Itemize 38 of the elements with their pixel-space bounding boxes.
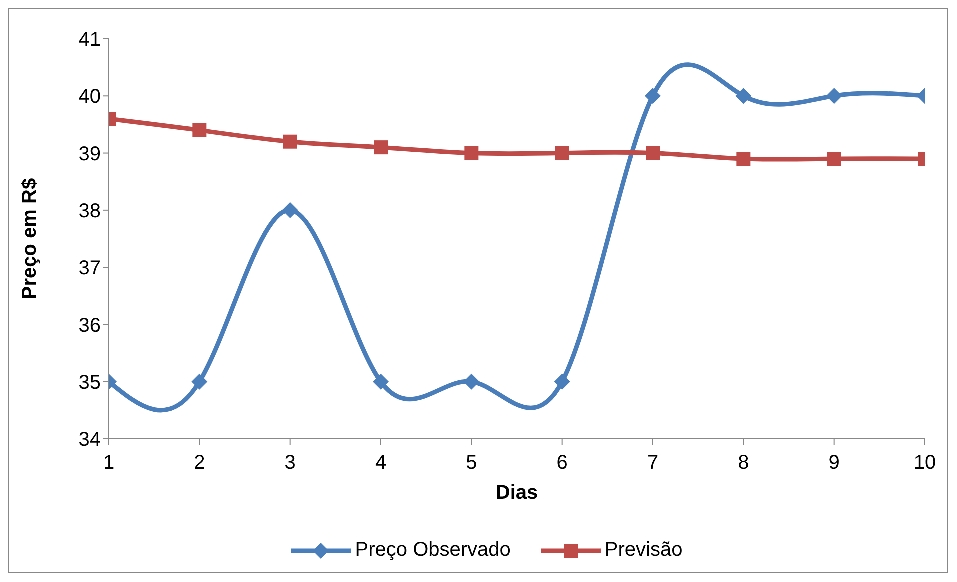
point (554, 374, 570, 390)
point (646, 146, 660, 160)
x-tick-label: 9 (828, 452, 840, 474)
x-tick-label: 10 (914, 452, 936, 474)
y-tick-label: 38 (78, 200, 101, 223)
y-tick-label: 36 (78, 314, 101, 337)
x-tick-label: 2 (194, 452, 206, 474)
x-tick-label: 6 (556, 452, 568, 474)
point (374, 140, 388, 155)
legend-label: Previsão (604, 539, 683, 562)
x-tick-label: 7 (647, 452, 659, 474)
y-tick-label: 37 (78, 258, 101, 280)
point (827, 152, 842, 166)
point (192, 374, 208, 390)
point (555, 146, 570, 160)
point (192, 123, 207, 138)
x-tick-label: 8 (738, 452, 750, 474)
point (282, 202, 298, 218)
point (645, 88, 661, 104)
y-tick-label: 40 (78, 86, 101, 108)
point (283, 134, 298, 149)
point (736, 152, 751, 166)
point (736, 88, 752, 104)
point (464, 374, 480, 390)
point (826, 88, 842, 104)
y-axis-title: Preço em R$ (19, 178, 42, 300)
x-axis-title: Dias (496, 482, 538, 504)
point (373, 374, 389, 390)
x-tick-label: 3 (284, 452, 296, 474)
x-tick-label: 1 (103, 452, 115, 474)
y-tick-label: 39 (78, 143, 101, 166)
legend-label: Preço Observado (355, 539, 511, 562)
point (464, 146, 479, 160)
x-tick-label: 4 (375, 452, 387, 474)
y-tick-label: 35 (78, 372, 101, 394)
y-tick-label: 41 (78, 29, 101, 52)
x-tick-label: 5 (466, 452, 478, 474)
y-tick-label: 34 (78, 429, 101, 452)
